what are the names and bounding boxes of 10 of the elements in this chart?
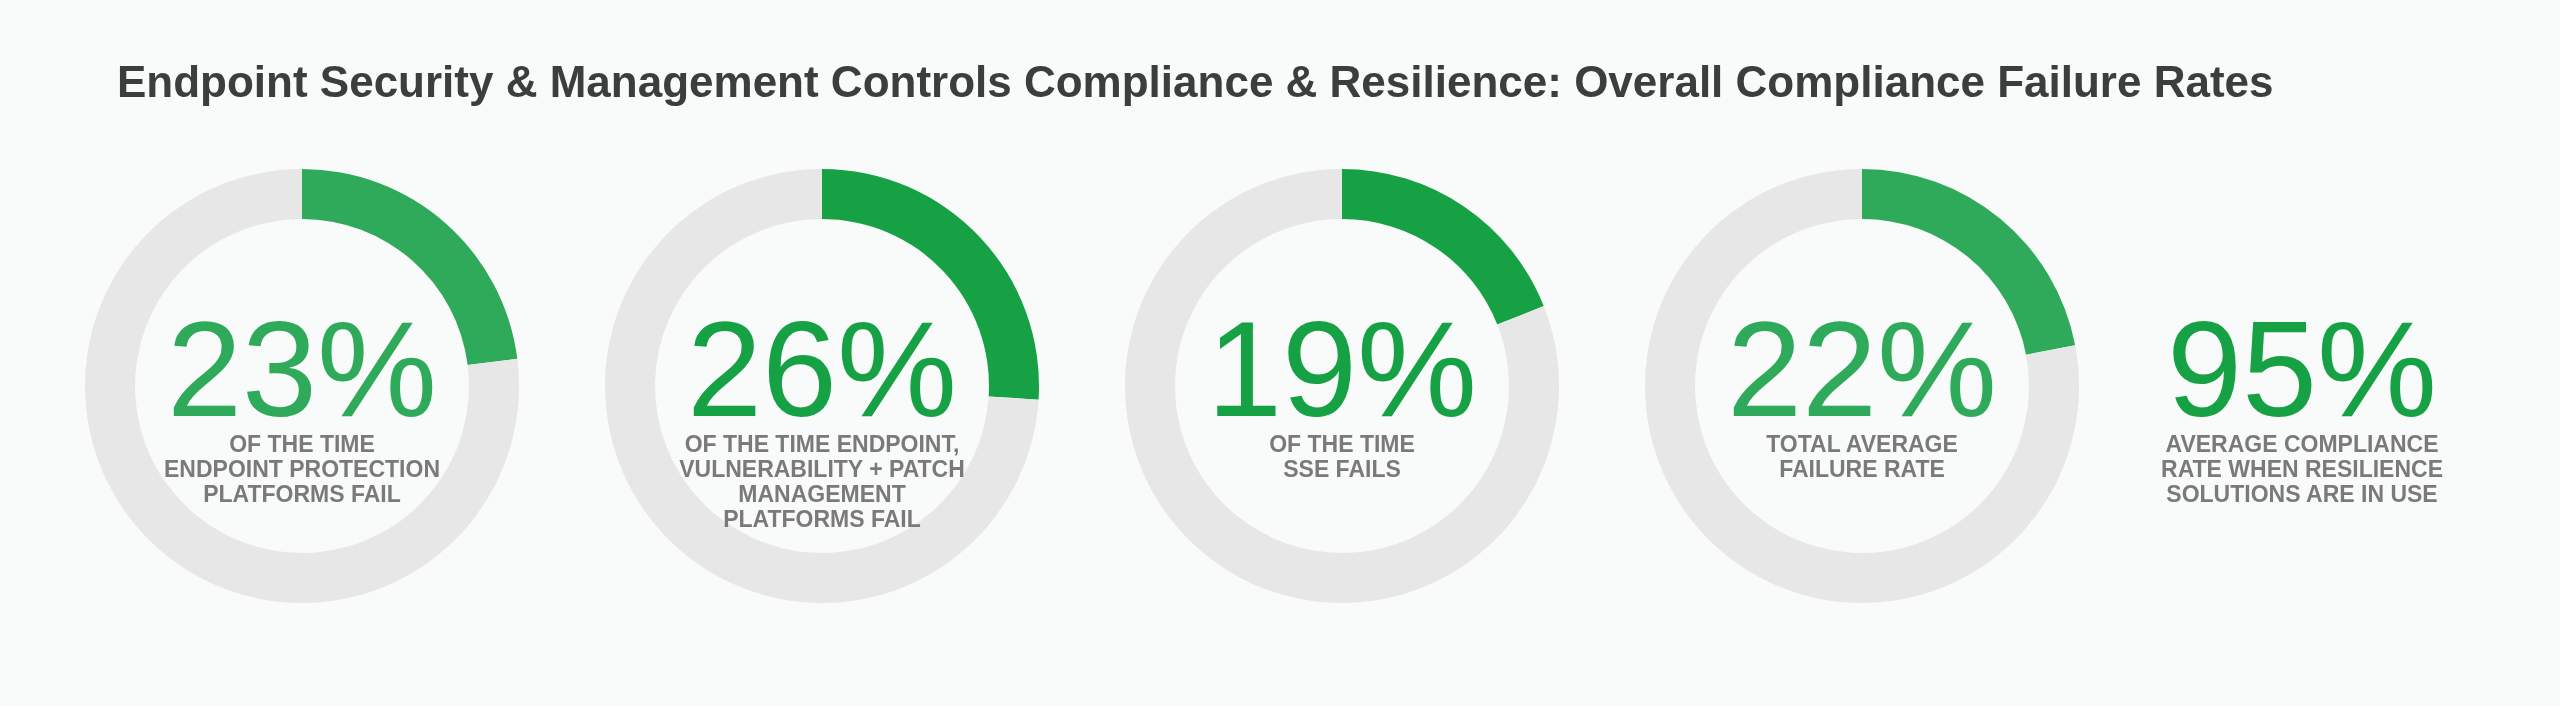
donut-slice [85, 169, 519, 603]
donut-slice [1125, 169, 1559, 603]
text: TOTAL AVERAGE FAILURE RATE [1766, 431, 1958, 482]
donut-slice [1645, 169, 2079, 603]
text: OF THE TIME SSE FAILS [1269, 431, 1415, 482]
text: Endpoint Security & Management Controls Compliance & Resilience: Overall Compliance Failure Rates [117, 57, 2274, 106]
text: OF THE TIME ENDPOINT PROTECTION PLATFORMS FAIL [163, 431, 441, 507]
text: AVERAGE COMPLIANCE RATE WHEN RESILIENCE SOLUTIONS ARE IN USE [2161, 431, 2443, 507]
donut-slice [605, 169, 1039, 603]
text: OF THE TIME ENDPOINT, VULNERABILITY + PATCH MANAGEMENT PLATFORMS FAIL [679, 431, 965, 532]
